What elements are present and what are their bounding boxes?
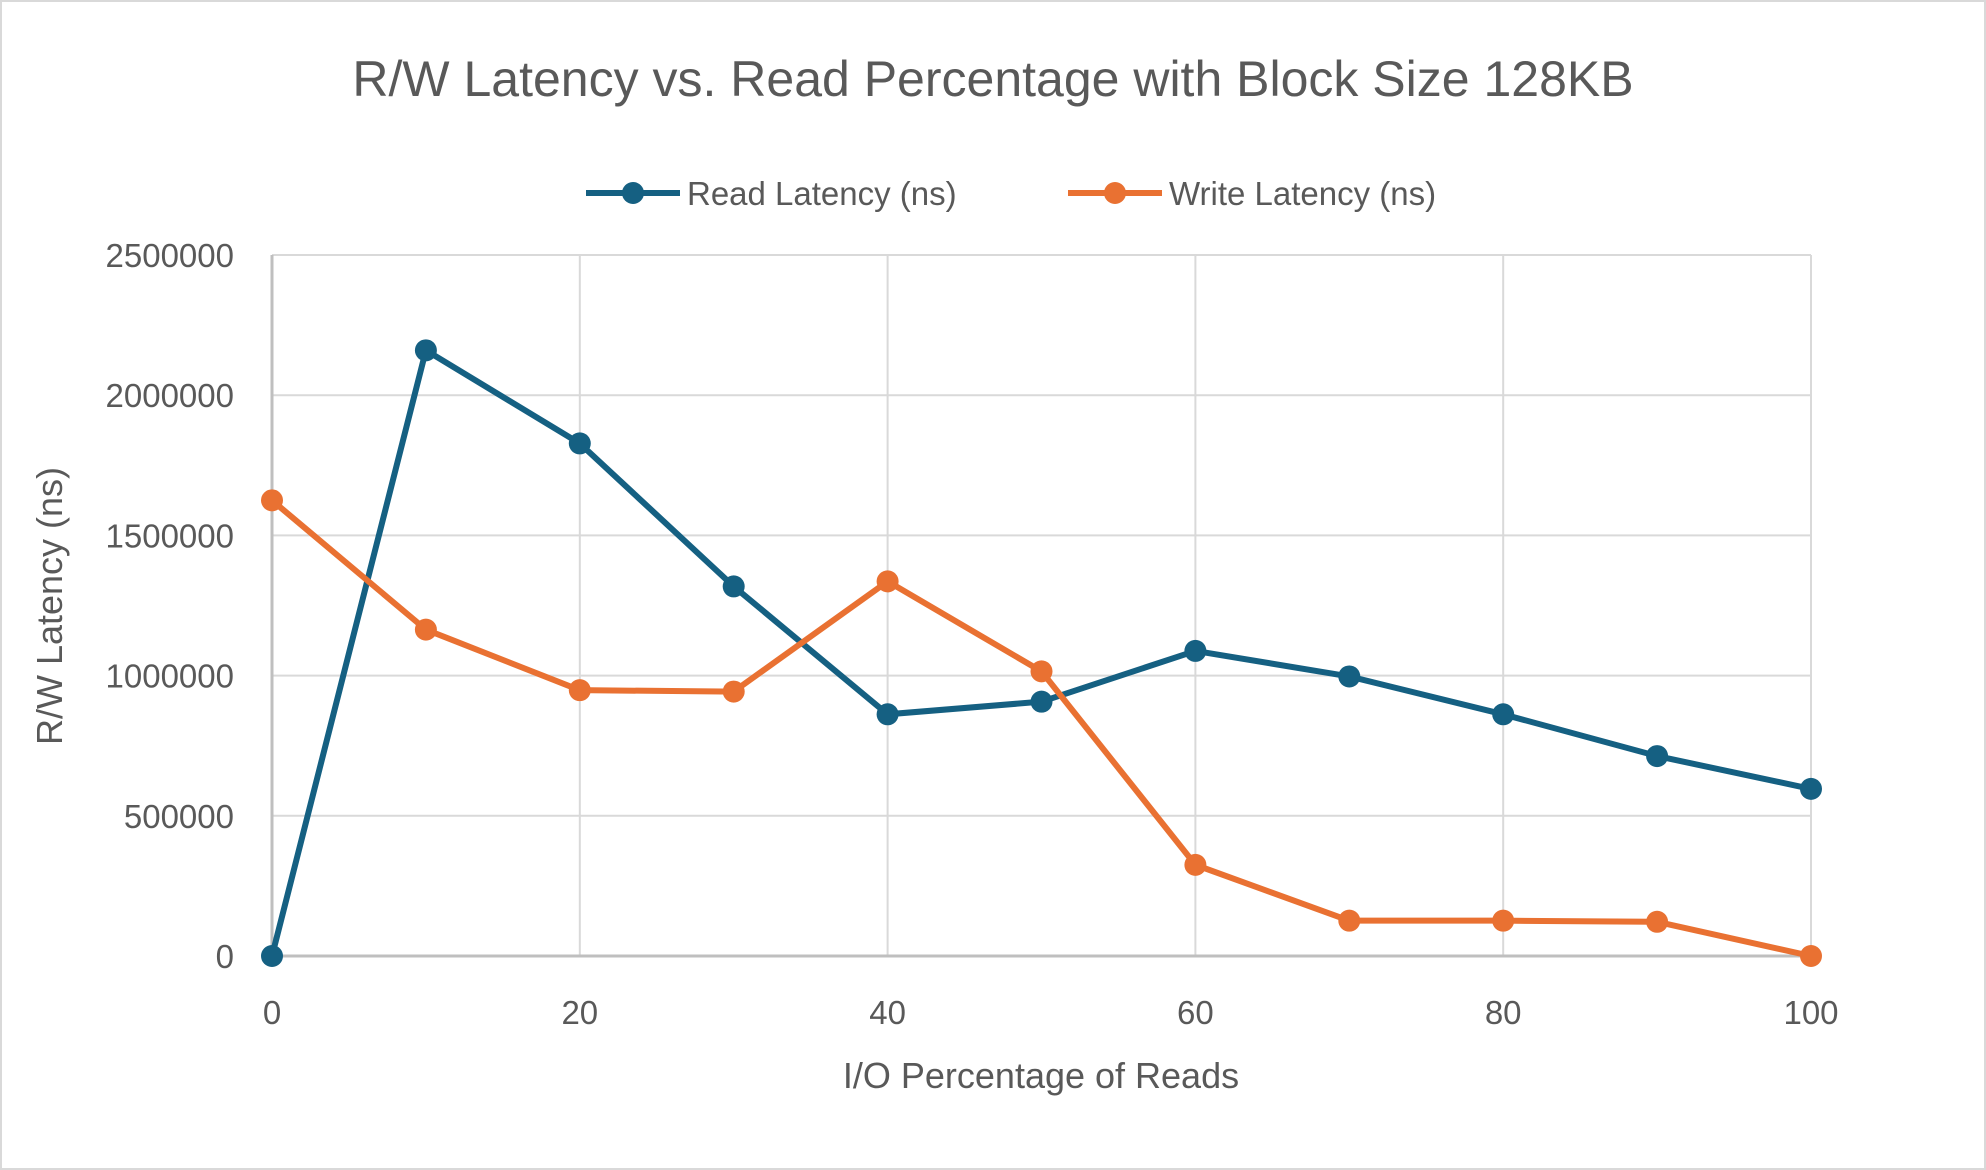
series-write <box>261 489 1822 967</box>
data-point <box>1800 945 1822 967</box>
chart-title: R/W Latency vs. Read Percentage with Blo… <box>352 51 1633 107</box>
data-point <box>1800 777 1822 800</box>
y-tick-label: 2500000 <box>106 237 234 274</box>
y-tick-label: 500000 <box>124 798 234 835</box>
data-point <box>414 618 437 641</box>
y-tick-label: 0 <box>216 938 234 975</box>
series-group <box>261 339 1822 967</box>
tick-labels: 0 500000 1000000 1500000 2000000 2500000 0 20 40… <box>106 237 1839 1031</box>
x-axis-label: I/O Percentage of Reads <box>843 1055 1239 1096</box>
data-point <box>1492 703 1515 726</box>
y-axis-label: R/W Latency (ns) <box>29 467 70 745</box>
legend-label: Write Latency (ns) <box>1169 175 1436 212</box>
legend: Read Latency (ns) Write Latency (ns) <box>586 175 1436 212</box>
series-read <box>261 339 1822 967</box>
legend-label: Read Latency (ns) <box>687 175 957 212</box>
data-point <box>1030 660 1053 683</box>
data-point <box>722 680 745 703</box>
x-tick-label: 60 <box>1177 994 1214 1031</box>
data-point <box>1184 639 1207 662</box>
y-tick-label: 2000000 <box>106 377 234 414</box>
data-point <box>1184 853 1207 876</box>
data-point <box>1338 909 1361 932</box>
x-tick-label: 20 <box>561 994 598 1031</box>
data-point <box>1646 745 1669 768</box>
data-point <box>876 703 899 726</box>
data-point <box>1646 910 1669 933</box>
y-tick-label: 1500000 <box>106 517 234 554</box>
data-point <box>1338 665 1361 688</box>
data-point <box>876 570 899 593</box>
data-point <box>261 489 283 512</box>
legend-swatch-marker <box>1104 182 1126 204</box>
data-point <box>261 945 283 967</box>
y-tick-label: 1000000 <box>106 658 234 695</box>
data-point <box>568 432 591 455</box>
x-tick-label: 100 <box>1783 994 1838 1031</box>
data-point <box>1492 909 1515 932</box>
data-point <box>722 575 745 598</box>
data-point <box>568 679 591 702</box>
legend-swatch-marker <box>622 182 644 204</box>
data-point <box>1030 690 1053 713</box>
x-tick-label: 0 <box>263 994 281 1031</box>
data-point <box>414 339 437 362</box>
x-tick-label: 40 <box>869 994 906 1031</box>
x-tick-label: 80 <box>1485 994 1522 1031</box>
